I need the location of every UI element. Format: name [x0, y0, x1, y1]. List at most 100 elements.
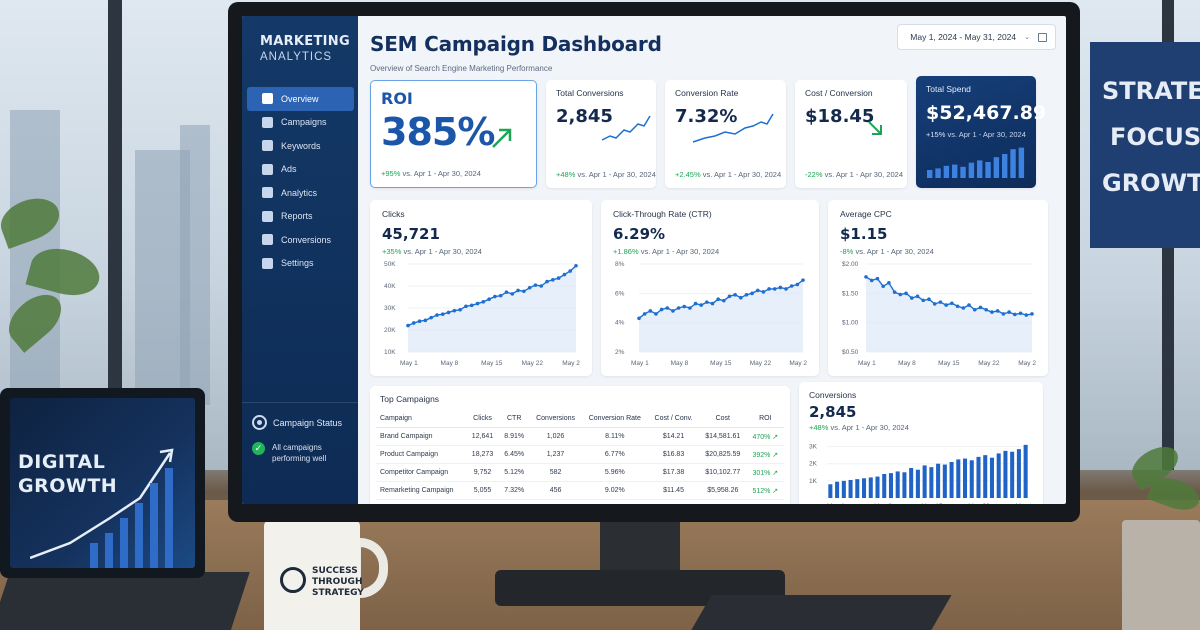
delta-value: +15%	[926, 130, 946, 139]
spend-bar	[993, 157, 1000, 178]
sidebar-item-settings[interactable]: Settings	[247, 252, 354, 276]
kpi-label: Cost / Conversion	[805, 88, 873, 98]
column-header[interactable]: Conversions	[529, 410, 582, 428]
bar	[888, 473, 893, 498]
spend-bar	[1010, 149, 1016, 178]
table-cell: Competitor Campaign	[376, 463, 467, 482]
bar	[989, 457, 994, 498]
laptop-keyboard-base	[0, 572, 250, 630]
column-header[interactable]: CTR	[498, 410, 530, 428]
delta-period: vs. Apr 1 - Apr 30, 2024	[577, 170, 656, 179]
kpi-value: 2,845	[556, 106, 613, 127]
series-area	[866, 276, 1032, 352]
table-row[interactable]: Remarketing Campaign 5,055 7.32% 456 9.02% $1…	[376, 481, 784, 500]
arrow-up-right-icon	[492, 128, 512, 148]
x-tick-label: May 29	[1018, 360, 1036, 367]
sidebar-item-conversions[interactable]: Conversions	[247, 228, 354, 252]
data-point	[944, 303, 948, 307]
column-header[interactable]: Clicks	[466, 410, 499, 428]
data-point	[411, 321, 416, 325]
cpc-chart-card[interactable]: Average CPC $1.15 -8% vs. Apr 1 - Apr 30…	[828, 200, 1048, 376]
table-cell: 12,641	[466, 427, 499, 446]
arrow-up-right-icon: ↗	[770, 433, 779, 441]
data-point	[406, 323, 410, 328]
column-header[interactable]: ROI	[746, 410, 784, 428]
data-point	[464, 304, 468, 309]
page-title: SEM Campaign Dashboard	[370, 32, 662, 56]
sidebar-item-campaigns[interactable]: Campaigns	[247, 111, 354, 135]
column-header[interactable]: Conversion Rate	[581, 410, 649, 428]
sidebar-item-keywords[interactable]: Keywords	[247, 134, 354, 158]
home-icon	[262, 93, 273, 105]
kpi-value: 7.32%	[675, 106, 738, 127]
column-header[interactable]: Campaign	[376, 410, 467, 428]
data-point	[950, 301, 954, 306]
sidebar-item-analytics[interactable]: Analytics	[247, 181, 354, 205]
x-tick-label: May 8	[441, 360, 459, 367]
data-point	[767, 287, 771, 291]
data-point	[688, 306, 692, 310]
sidebar-item-overview[interactable]: Overview	[247, 87, 354, 111]
kpi-delta: -22% vs. Apr 1 - Apr 30, 2024	[805, 170, 903, 179]
clicks-chart-card[interactable]: Clicks 45,721 +35% vs. Apr 1 - Apr 30, 2…	[370, 200, 592, 376]
series-area	[408, 265, 576, 352]
data-point	[659, 307, 664, 312]
date-range-value: May 1, 2024 - May 31, 2024	[910, 32, 1017, 42]
data-point	[417, 319, 422, 323]
delta-period: vs. Apr 1 - Apr 30, 2024	[640, 247, 720, 256]
spend-bar	[977, 160, 983, 178]
data-point	[738, 295, 743, 300]
table-cell: $11.45	[648, 481, 699, 500]
chart-title: Average CPC	[840, 209, 892, 219]
data-point	[551, 278, 555, 282]
data-point	[504, 290, 509, 294]
date-range-picker[interactable]: May 1, 2024 - May 31, 2024 ⌄	[897, 24, 1056, 50]
spend-bar	[935, 168, 941, 178]
table-cell: 5,055	[466, 481, 499, 500]
target-logo-icon	[280, 567, 306, 593]
data-point	[795, 282, 800, 287]
check-circle-icon: ✓	[252, 442, 265, 455]
roi-delta: +95% vs. Apr 1 - Apr 30, 2024	[381, 169, 481, 178]
column-header[interactable]: Cost / Conv.	[648, 410, 699, 428]
total-conversions-card[interactable]: Total Conversions 2,845 +48% vs. Apr 1 -…	[546, 80, 656, 188]
column-header[interactable]: Cost	[698, 410, 747, 428]
sparkline	[601, 115, 651, 141]
sidebar-item-reports[interactable]: Reports	[247, 205, 354, 229]
table-row[interactable]: Competitor Campaign 9,752 5.12% 582 5.96% $17…	[376, 463, 784, 482]
table-row[interactable]: Product Campaign 18,273 6.45% 1,237 6.77% $16…	[376, 445, 784, 464]
y-tick-label: 4%	[615, 320, 625, 327]
data-point	[637, 316, 641, 321]
table-cell: 5.96%	[581, 463, 649, 482]
table-cell: Product Campaign	[376, 445, 467, 464]
sparkline	[692, 113, 774, 143]
arrow-up-right-icon: ↗	[770, 469, 779, 477]
ctr-line-chart: 8% 6% 4% 2% May 1 May 8 May 15 May 22 May 29	[615, 261, 811, 367]
sidebar-item-label: Overview	[281, 93, 319, 104]
cpc-line-chart: $2.00 $1.50 $1.00 $0.50 May 1 May 8 May 15 May …	[842, 261, 1040, 367]
roi-cell: 301% ↗	[746, 463, 784, 482]
arrow-down-right-icon	[868, 121, 882, 135]
main-content: SEM Campaign Dashboard Overview of Searc…	[358, 16, 1066, 504]
conversion-rate-card[interactable]: Conversion Rate 7.32% +2.45% vs. Apr 1 -…	[665, 80, 786, 188]
x-tick-label: May 15	[481, 360, 503, 367]
kpi-label: Total Spend	[926, 84, 971, 94]
total-spend-card[interactable]: Total Spend $52,467.89 +15% vs. Apr 1 - …	[916, 76, 1046, 188]
conversions-chart-card[interactable]: Conversions 2,845 +48% vs. Apr 1 - Apr 3…	[799, 382, 1043, 504]
cost-per-conversion-card[interactable]: Cost / Conversion $18.45 -22% vs. Apr 1 …	[795, 80, 907, 188]
kpi-value: $18.45	[805, 106, 875, 127]
y-tick-label: 10K	[384, 349, 396, 356]
calendar-icon	[1038, 32, 1047, 42]
mug-text-line: STRATEGY	[312, 588, 364, 598]
roi-card[interactable]: ROI 385% +95% vs. Apr 1 - Apr 30, 2024	[370, 80, 537, 188]
sidebar: MARKETING ANALYTICS Overview Campaigns Key…	[242, 16, 358, 504]
table-cell: Brand Campaign	[376, 427, 467, 446]
ctr-chart-card[interactable]: Click-Through Rate (CTR) 6.29% +1.86% vs…	[601, 200, 819, 376]
sidebar-item-ads[interactable]: Ads	[247, 158, 354, 182]
data-point	[682, 304, 687, 309]
table-cell: $20,825.59	[698, 445, 747, 464]
table-row[interactable]: Brand Campaign 12,641 8.91% 1,026 8.11% $14.2…	[376, 427, 784, 446]
data-point	[452, 308, 457, 313]
poster-line: GROWTH	[1102, 169, 1200, 197]
delta-period: vs. Apr 1 - Apr 30, 2024	[402, 169, 481, 178]
